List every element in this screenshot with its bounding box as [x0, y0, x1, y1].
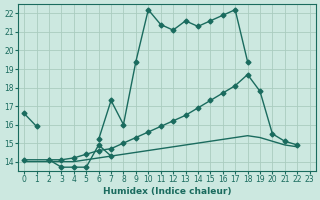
X-axis label: Humidex (Indice chaleur): Humidex (Indice chaleur) — [103, 187, 231, 196]
